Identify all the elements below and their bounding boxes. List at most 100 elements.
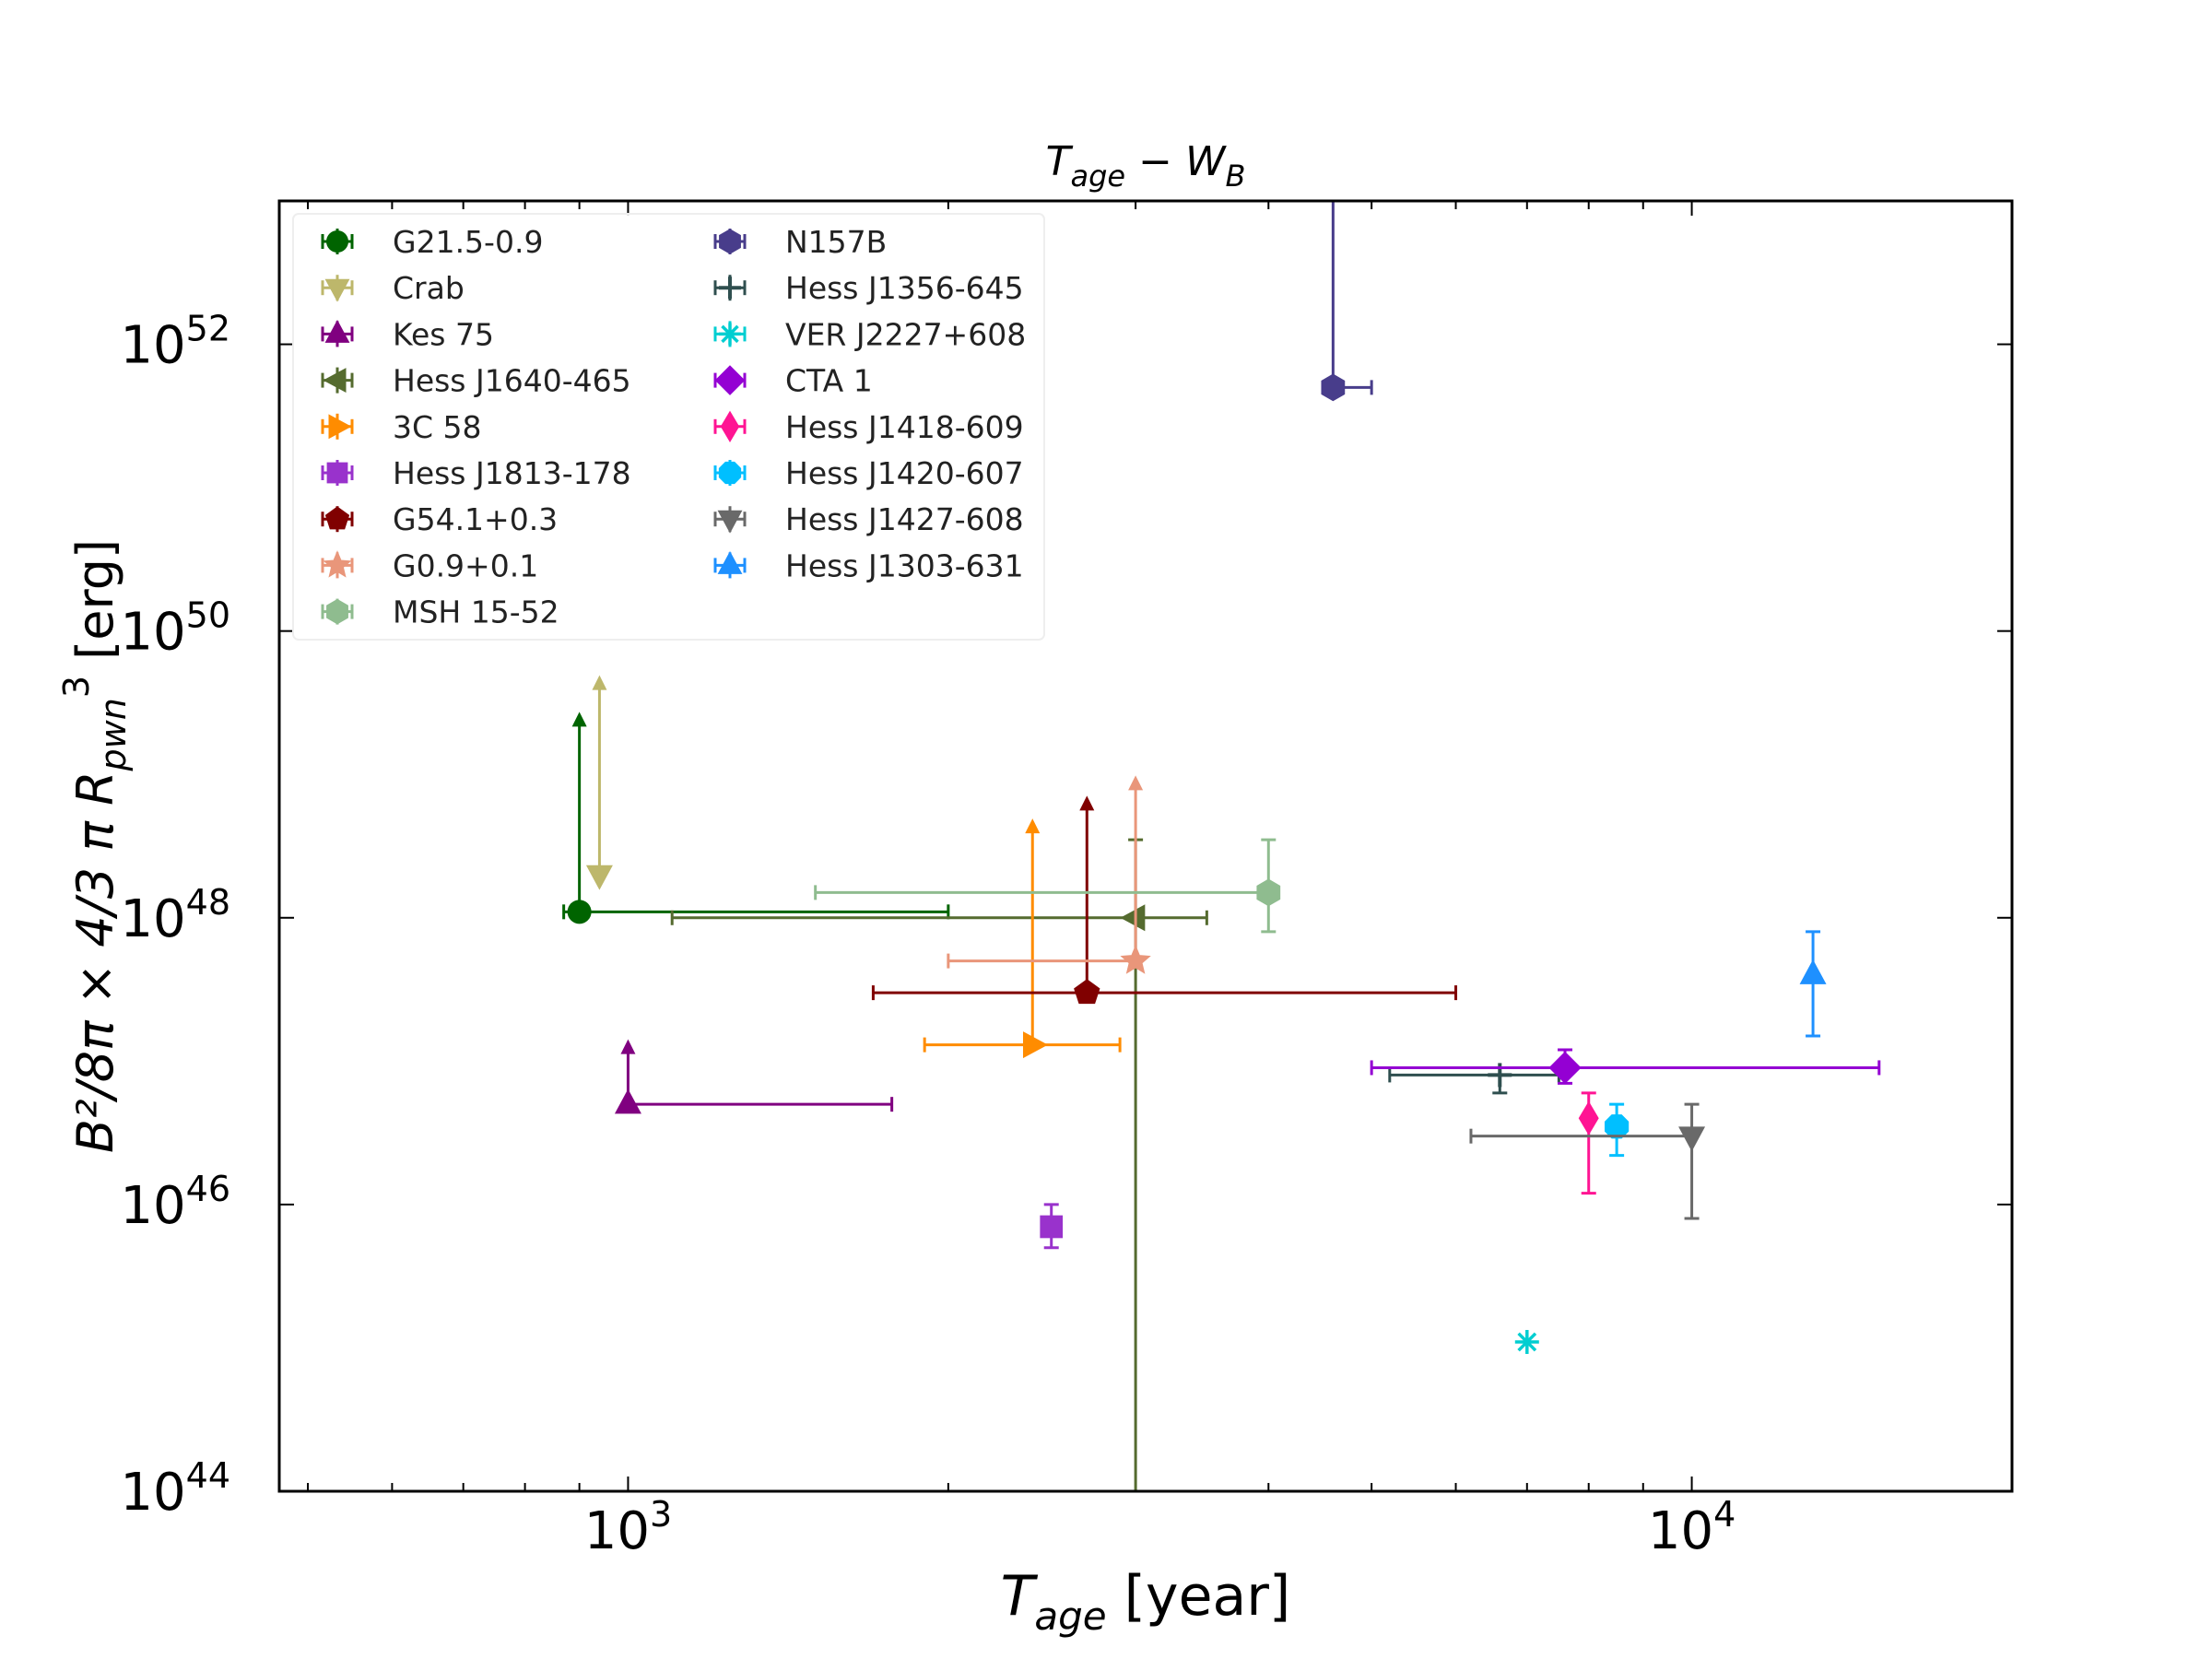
legend-box — [292, 213, 1045, 641]
legend-marker — [323, 368, 347, 394]
legend-item: Crab — [321, 270, 465, 306]
legend-marker — [719, 276, 741, 300]
legend-marker — [328, 414, 352, 440]
series-n157b — [1321, 127, 1373, 402]
legend-item: G21.5-0.9 — [321, 224, 543, 260]
data-point — [585, 865, 613, 890]
legend-label: Crab — [393, 270, 465, 306]
legend-item: MSH 15-52 — [321, 594, 559, 630]
data-point — [1074, 979, 1100, 1005]
legend-label: 3C 58 — [393, 409, 482, 445]
series-hess-j1427-608 — [1469, 1102, 1706, 1220]
legend-label: N157B — [785, 224, 887, 260]
data-point — [1578, 1100, 1599, 1135]
legend-item: Hess J1418-609 — [713, 409, 1024, 445]
legend: G21.5-0.9 Crab Kes 75 Hess J1640-465 3C 58 He… — [292, 213, 1045, 641]
series-g0-9-0-1 — [947, 775, 1151, 974]
data-point — [1120, 904, 1146, 932]
legend-marker — [326, 462, 348, 484]
legend-label: G0.9+0.1 — [393, 547, 538, 583]
legend-item: Hess J1427-608 — [713, 501, 1024, 537]
series-kes-75 — [614, 1039, 894, 1114]
legend-label: Hess J1420-607 — [785, 455, 1024, 491]
legend-marker — [324, 278, 350, 302]
legend-label: Hess J1427-608 — [785, 501, 1024, 537]
y-tick-label: 1044 — [120, 1455, 230, 1523]
series-msh-15-52 — [814, 838, 1281, 934]
series-ver-j2227-608 — [1514, 1330, 1539, 1355]
legend-label: VER J2227+608 — [785, 316, 1026, 352]
data-point — [1023, 1031, 1048, 1059]
series-3c-58 — [923, 818, 1122, 1059]
legend-marker — [719, 229, 741, 254]
x-tick-label: 103 — [584, 1494, 672, 1561]
legend-marker — [326, 598, 348, 625]
legend-label: Hess J1813-178 — [393, 455, 631, 491]
legend-marker — [719, 323, 741, 346]
x-axis-label: Tage [year] — [1001, 1564, 1291, 1639]
legend-item: G54.1+0.3 — [321, 501, 558, 537]
data-point — [1678, 1126, 1706, 1152]
legend-marker — [717, 550, 743, 574]
legend-label: CTA 1 — [785, 363, 873, 399]
data-point — [1605, 1114, 1630, 1139]
series-g54-1-0-3 — [871, 795, 1458, 1005]
upper-limit-arrow — [571, 712, 587, 727]
upper-limit-arrow — [1325, 127, 1340, 142]
legend-item: Hess J1813-178 — [321, 455, 631, 491]
legend-marker — [324, 506, 350, 530]
legend-label: G54.1+0.3 — [393, 501, 558, 537]
chart-title: Tage − WB — [1046, 138, 1246, 194]
y-tick-label: 1050 — [120, 595, 230, 663]
data-point — [1120, 945, 1151, 974]
legend-item: Hess J1303-631 — [713, 547, 1024, 583]
upper-limit-arrow — [620, 1039, 636, 1054]
data-point — [1799, 959, 1827, 984]
legend-item: G0.9+0.1 — [321, 547, 538, 583]
series-hess-j1303-631 — [1799, 930, 1827, 1038]
legend-label: MSH 15-52 — [393, 594, 559, 630]
legend-item: CTA 1 — [713, 363, 873, 399]
legend-label: Hess J1356-645 — [785, 270, 1024, 306]
data-point — [1321, 373, 1346, 402]
legend-item: Hess J1420-607 — [713, 455, 1024, 491]
data-point — [1040, 1215, 1064, 1239]
legend-item: Kes 75 — [321, 316, 494, 352]
series-crab — [585, 675, 613, 890]
legend-item: 3C 58 — [321, 409, 482, 445]
y-axis-label: B²/8π × 4/3 π Rpwn3 [erg] — [56, 539, 134, 1153]
legend-label: Hess J1418-609 — [785, 409, 1024, 445]
legend-item: VER J2227+608 — [713, 316, 1026, 352]
legend-marker — [714, 365, 746, 395]
series-hess-j1420-607 — [1605, 1102, 1630, 1158]
series-hess-j1813-178 — [1040, 1203, 1064, 1250]
data-point — [1548, 1051, 1582, 1085]
legend-label: G21.5-0.9 — [393, 224, 543, 260]
data-point — [567, 900, 592, 924]
legend-marker — [324, 319, 350, 343]
upper-limit-arrow — [1079, 795, 1095, 811]
legend-item: Hess J1640-465 — [321, 363, 631, 399]
series-hess-j1418-609 — [1578, 1091, 1599, 1195]
plot-area — [562, 127, 1881, 1491]
upper-limit-arrow — [1025, 818, 1041, 834]
legend-item: Hess J1356-645 — [713, 270, 1024, 306]
legend-marker — [718, 461, 742, 485]
legend-label: Hess J1303-631 — [785, 547, 1024, 583]
legend-label: Kes 75 — [393, 316, 494, 352]
data-point — [1256, 878, 1281, 907]
legend-marker — [720, 410, 740, 442]
y-tick-label: 1052 — [120, 309, 230, 376]
legend-marker — [717, 510, 743, 534]
data-point — [614, 1088, 641, 1114]
series-cta-1 — [1370, 1048, 1881, 1085]
upper-limit-arrow — [592, 675, 607, 690]
legend-marker — [323, 550, 352, 578]
legend-item: N157B — [713, 224, 887, 260]
legend-marker — [326, 230, 348, 253]
x-tick-label: 104 — [1648, 1494, 1735, 1561]
upper-limit-arrow — [1128, 775, 1144, 791]
series-hess-j1640-465 — [670, 838, 1208, 1491]
tick-labels: 103 104 1044 1046 1048 1050 1052 — [120, 309, 1735, 1561]
